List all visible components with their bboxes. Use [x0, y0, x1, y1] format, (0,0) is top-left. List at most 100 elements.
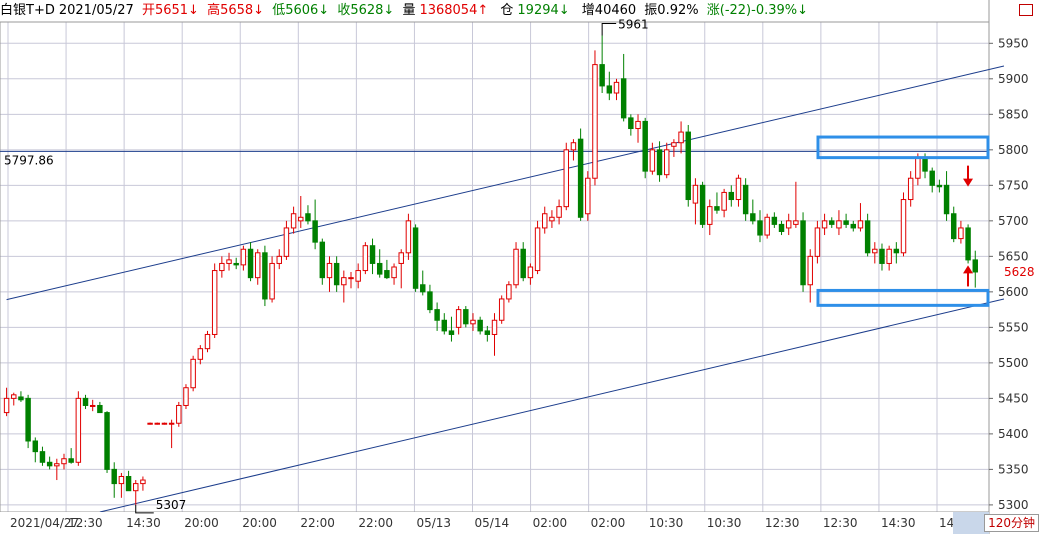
candle [82, 394, 89, 410]
candle [376, 249, 383, 278]
trendlines[interactable] [6, 65, 1005, 513]
restore-icon[interactable] [1019, 4, 1033, 16]
candle-body [563, 149, 569, 208]
candle-body [168, 422, 175, 425]
candle-body [771, 216, 778, 225]
candle-body [405, 220, 412, 254]
candle [97, 401, 103, 414]
candle [427, 284, 433, 314]
candle-body [484, 330, 491, 335]
candle [785, 213, 792, 236]
candle-body [219, 262, 225, 272]
candle-body [290, 213, 297, 229]
candle-body [247, 248, 254, 279]
candle [872, 242, 878, 264]
candle-body [376, 262, 383, 275]
lower-channel [99, 298, 1005, 513]
horizontal-price-line[interactable]: 5797.86 [0, 150, 989, 167]
candle [283, 220, 290, 260]
candle [821, 213, 828, 236]
candle-body [125, 475, 132, 492]
candle-body [233, 262, 239, 266]
amplitude: 振0.92% [644, 3, 699, 18]
candle-body [872, 248, 878, 254]
candle [89, 399, 96, 412]
candle-body [800, 220, 806, 286]
candle-body [549, 216, 555, 222]
candle [46, 456, 53, 470]
candle-body [441, 319, 448, 332]
candle [298, 195, 304, 228]
candle-body [635, 120, 641, 130]
candle-body [434, 309, 440, 321]
candle [355, 263, 361, 289]
candle [240, 245, 247, 271]
candle-body [757, 220, 763, 236]
candle-body [68, 458, 74, 463]
candle [649, 142, 656, 175]
candle [312, 199, 318, 250]
candle-body [312, 220, 318, 243]
candle [434, 302, 440, 331]
candle-body [118, 475, 125, 485]
candle-body [140, 479, 146, 485]
candle [836, 210, 842, 236]
candle-body [707, 206, 713, 225]
support-box [816, 288, 990, 307]
candle [692, 178, 699, 225]
close-price: 收5628↓ [337, 3, 395, 18]
candle-body [785, 220, 792, 229]
candle-body [649, 149, 656, 172]
candle-body [678, 131, 684, 144]
candle-body [829, 220, 835, 225]
symbol-name: 白银T+D [0, 3, 55, 18]
candle [721, 188, 727, 218]
candle [757, 210, 763, 243]
y-tick-label: 5650 [998, 249, 1029, 263]
candle-body [154, 422, 160, 425]
candle-body [663, 149, 670, 176]
candle-body [599, 64, 605, 87]
y-tick-label: 5550 [998, 320, 1029, 334]
candle-body [498, 298, 505, 321]
candle-body [3, 397, 10, 414]
highlight-boxes[interactable] [816, 135, 990, 307]
candle [951, 206, 957, 243]
candle [642, 117, 648, 179]
candle-body [513, 248, 519, 286]
resistance-box [816, 135, 990, 160]
candle-body [39, 451, 46, 463]
candle-body [455, 309, 462, 328]
candle [549, 210, 555, 228]
x-tick-label: 2021/04/27 [10, 516, 79, 530]
candle [262, 245, 268, 307]
candle-body [857, 220, 864, 229]
candle-body [620, 78, 627, 119]
candle-body [183, 387, 189, 406]
candle [864, 213, 871, 257]
candle-body [764, 216, 770, 236]
candle [455, 306, 462, 335]
candle [671, 139, 677, 157]
candle [61, 453, 67, 470]
candle-body [843, 220, 849, 225]
candle [276, 249, 282, 270]
candle-body [470, 319, 476, 325]
period-selector[interactable]: 120分钟 [984, 514, 1039, 532]
candle-body [850, 223, 857, 229]
candle-body [750, 213, 756, 222]
candle [412, 224, 419, 292]
candle [793, 181, 799, 228]
candle [577, 128, 584, 221]
candle-body [341, 277, 347, 286]
y-tick-label: 5850 [998, 107, 1029, 121]
candle-body [61, 458, 67, 465]
price-axis: 5300 5350 5400 5450 5500 5550 5600 5650 5700 5750… [989, 36, 1035, 512]
quote-date: 2021/05/27 [58, 3, 134, 18]
candle-body [448, 330, 455, 335]
candle [147, 422, 153, 425]
candle [161, 422, 168, 425]
candle [585, 171, 591, 221]
min-marker-line [135, 504, 154, 514]
